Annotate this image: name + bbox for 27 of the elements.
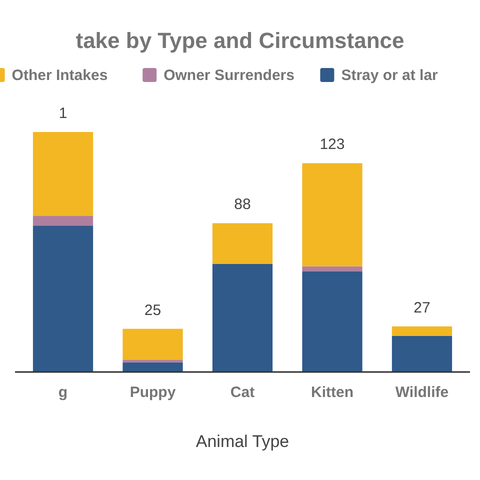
x-tick-label: Puppy bbox=[130, 384, 176, 401]
bar bbox=[212, 223, 273, 264]
annotation: 123 bbox=[320, 136, 345, 154]
x-axis-title: Animal Type bbox=[196, 432, 290, 451]
x-tick-label: g bbox=[58, 384, 68, 401]
bar bbox=[122, 362, 183, 372]
legend-label: Stray or at lar bbox=[341, 67, 438, 84]
x-tick-label: Kitten bbox=[310, 384, 354, 401]
bar bbox=[392, 336, 452, 372]
bar bbox=[302, 266, 362, 272]
bar bbox=[212, 264, 273, 372]
bar bbox=[32, 132, 94, 216]
bar bbox=[302, 271, 362, 372]
bar bbox=[32, 226, 94, 372]
x-tick-label: Cat bbox=[230, 384, 255, 401]
annotation: 25 bbox=[144, 302, 162, 319]
bar bbox=[302, 163, 362, 266]
chart-title: take by Type and Circumstance bbox=[76, 28, 404, 53]
legend-label: Owner Surrenders bbox=[164, 67, 294, 84]
bar bbox=[392, 326, 452, 336]
bar bbox=[122, 328, 183, 360]
annotation: 27 bbox=[414, 299, 430, 316]
annotation: 1 bbox=[58, 105, 68, 122]
bar bbox=[32, 216, 94, 226]
annotation: 88 bbox=[234, 196, 251, 214]
x-tick-label: Wildlife bbox=[395, 384, 449, 401]
legend-label: Other Intakes bbox=[12, 67, 108, 84]
